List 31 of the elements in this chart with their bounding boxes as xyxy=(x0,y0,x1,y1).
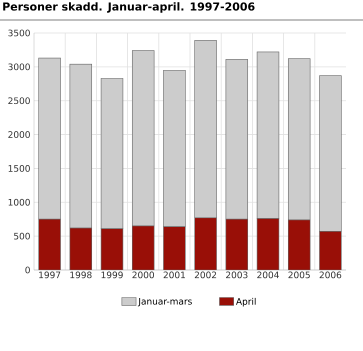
bar xyxy=(256,218,280,270)
y-tick-label: 2500 xyxy=(8,97,30,104)
x-tick-label: 2004 xyxy=(257,272,279,278)
legend-label: Januar-mars xyxy=(138,298,192,306)
y-tick-label: 1500 xyxy=(8,165,30,172)
y-tick-label: 0 xyxy=(25,266,30,274)
y-tick-label: 3000 xyxy=(8,63,30,70)
bar xyxy=(70,228,92,270)
y-tick-label: 1000 xyxy=(8,198,30,206)
x-tick-label: 2005 xyxy=(288,272,310,278)
bar xyxy=(226,218,248,270)
y-tick-label: 3500 xyxy=(8,30,30,36)
x-tick-label: 1997 xyxy=(39,272,60,278)
x-tick-label: 1999 xyxy=(102,272,123,278)
bar xyxy=(319,231,342,270)
x-tick-label: 1998 xyxy=(70,272,92,278)
y-tick-label: 500 xyxy=(14,232,30,240)
bar xyxy=(100,228,124,270)
x-tick-label: 2001 xyxy=(164,272,185,278)
x-tick-label: 2006 xyxy=(320,272,342,278)
chart-title: Personer skadd. Januar-april. 1997-2006 xyxy=(3,2,255,13)
x-tick-label: 2002 xyxy=(194,272,216,278)
bar xyxy=(194,218,217,270)
x-tick-label: 2003 xyxy=(226,272,248,278)
x-tick-label: 2000 xyxy=(132,272,154,278)
y-tick-label: 2000 xyxy=(8,131,30,138)
bar xyxy=(132,226,154,270)
bar xyxy=(38,218,61,270)
legend-label: April xyxy=(236,298,256,307)
bar xyxy=(288,220,310,270)
bar xyxy=(163,226,186,270)
